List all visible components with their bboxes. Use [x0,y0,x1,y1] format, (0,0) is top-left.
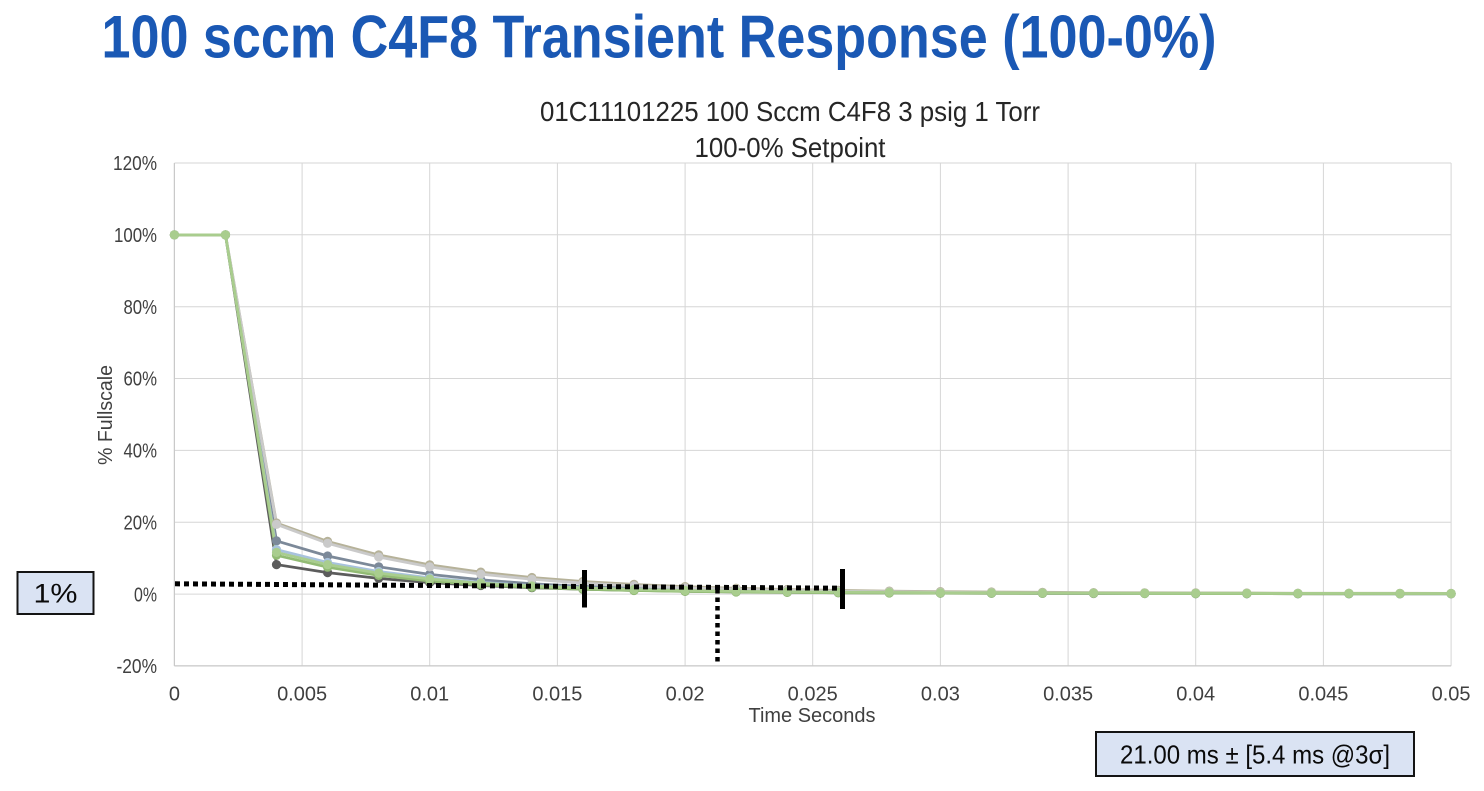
svg-text:0.035: 0.035 [1043,684,1093,706]
svg-text:0.03: 0.03 [921,684,960,706]
svg-text:0.04: 0.04 [1176,684,1215,706]
svg-text:% Fullscale: % Fullscale [95,365,117,465]
svg-text:0.05: 0.05 [1432,684,1471,706]
svg-text:100 sccm C4F8 Transient Respon: 100 sccm C4F8 Transient Response (100-0%… [102,4,1217,71]
svg-text:80%: 80% [124,297,158,319]
svg-text:40%: 40% [124,441,158,463]
svg-text:0.025: 0.025 [788,684,838,706]
svg-text:0.015: 0.015 [532,684,582,706]
svg-text:-20%: -20% [117,656,158,678]
svg-text:100%: 100% [114,225,157,247]
svg-text:60%: 60% [124,369,158,391]
svg-text:21.00 ms ± [5.4 ms @3σ]: 21.00 ms ± [5.4 ms @3σ] [1120,740,1390,770]
svg-text:120%: 120% [113,153,157,175]
svg-text:1%: 1% [34,579,78,609]
svg-text:20%: 20% [124,512,158,534]
svg-text:Time Seconds: Time Seconds [749,705,876,727]
svg-text:0.01: 0.01 [410,684,449,706]
svg-text:0.045: 0.045 [1298,684,1348,706]
svg-text:0.02: 0.02 [666,684,705,706]
svg-text:0: 0 [169,684,180,706]
svg-text:0.005: 0.005 [277,684,327,706]
svg-text:01C11101225 100 Sccm C4F8 3 ps: 01C11101225 100 Sccm C4F8 3 psig 1 Torr [540,96,1040,127]
svg-text:0%: 0% [134,584,157,606]
svg-text:100-0% Setpoint: 100-0% Setpoint [695,132,886,163]
